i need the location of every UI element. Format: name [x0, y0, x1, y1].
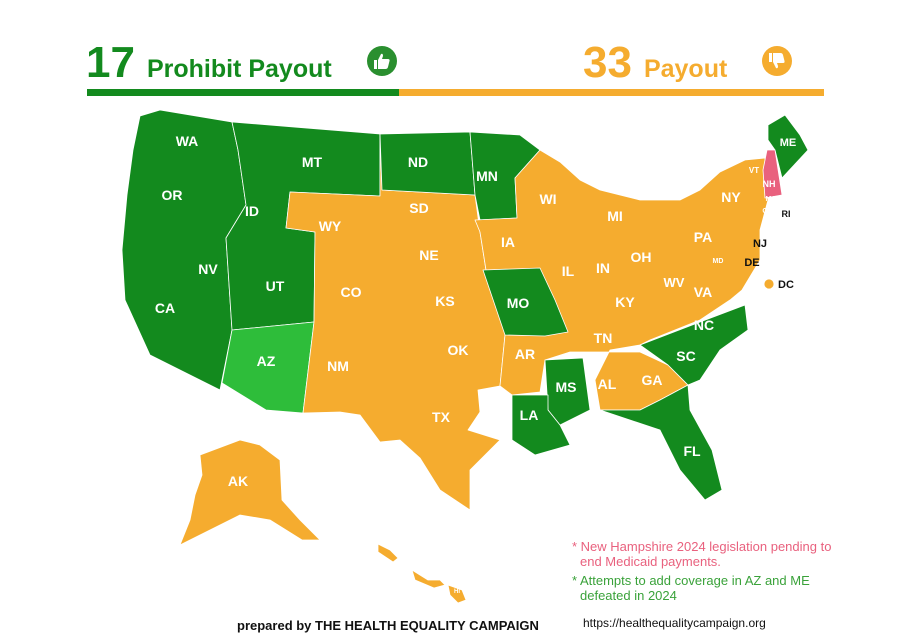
thumbs-up-icon — [367, 46, 397, 76]
state-label-vt: VT — [749, 166, 759, 175]
state-shape-east — [474, 149, 769, 411]
state-label-oh: OH — [631, 249, 652, 265]
state-label-mt: MT — [302, 154, 323, 170]
prepared-by: prepared by THE HEALTH EQUALITY CAMPAIGN — [237, 618, 539, 633]
state-label-mo: MO — [507, 295, 530, 311]
state-label-il: IL — [562, 263, 575, 279]
state-label-ia: IA — [501, 234, 515, 250]
prohibit-label: Prohibit Payout — [146, 55, 332, 83]
state-shape-plains — [285, 133, 511, 511]
state-label-wa: WA — [176, 133, 199, 149]
note-nh-line2: end Medicaid payments. — [580, 554, 721, 569]
state-label-ky: KY — [615, 294, 635, 310]
state-label-me: ME — [780, 137, 797, 149]
state-label-la: LA — [520, 407, 539, 423]
state-shape-az — [221, 321, 315, 414]
state-label-co: CO — [341, 284, 362, 300]
state-label-tn: TN — [594, 330, 613, 346]
state-label-ny: NY — [721, 189, 741, 205]
note-az-me: * Attempts to add coverage in AZ and ME … — [572, 573, 892, 603]
state-label-nh: NH — [763, 179, 776, 189]
state-label-va: VA — [694, 284, 712, 300]
note-az-line1: * Attempts to add coverage in AZ and ME — [572, 573, 810, 588]
payout-count: 33 — [583, 38, 632, 87]
state-label-tx: TX — [432, 409, 451, 425]
state-label-nv: NV — [198, 261, 218, 277]
state-label-sc: SC — [676, 348, 695, 364]
prohibit-bar — [87, 89, 399, 96]
prohibit-count: 17 — [86, 38, 135, 87]
payout-bar — [399, 89, 824, 96]
state-shape-ak — [179, 439, 321, 546]
state-label-pa: PA — [694, 229, 712, 245]
state-label-sd: SD — [409, 200, 428, 216]
payout-label: Payout — [643, 55, 728, 83]
note-nh-line1: * New Hampshire 2024 legislation pending… — [572, 539, 832, 554]
state-label-ak: AK — [228, 473, 248, 489]
state-label-de: DE — [744, 257, 759, 269]
state-label-id: ID — [245, 203, 259, 219]
state-shape-la — [511, 394, 571, 456]
state-label-fl: FL — [683, 443, 701, 459]
state-shape-fl — [599, 384, 723, 501]
state-label-wv: WV — [664, 275, 685, 290]
state-label-hi: HI — [454, 589, 460, 595]
state-label-ca: CA — [155, 300, 175, 316]
payout-header: 33 Payout — [583, 38, 727, 88]
state-label-ar: AR — [515, 346, 535, 362]
state-label-or: OR — [162, 187, 183, 203]
state-label-ut: UT — [266, 278, 285, 294]
state-label-al: AL — [598, 376, 617, 392]
state-label-ne: NE — [419, 247, 438, 263]
state-label-az: AZ — [257, 353, 276, 369]
state-shape-me — [767, 114, 809, 179]
state-label-mi: MI — [607, 208, 623, 224]
state-label-nc: NC — [694, 317, 714, 333]
state-label-ms: MS — [556, 379, 577, 395]
state-label-ok: OK — [448, 342, 469, 358]
state-shape-nh — [762, 149, 783, 199]
state-label-mn: MN — [476, 168, 498, 184]
state-label-ga: GA — [642, 372, 663, 388]
state-shape-hi — [377, 543, 467, 604]
note-az-line2: defeated in 2024 — [580, 588, 677, 603]
state-label-nj: NJ — [753, 238, 767, 250]
state-label-ma: MA — [766, 196, 777, 203]
prohibit-header: 17 Prohibit Payout — [86, 38, 332, 88]
state-label-ri: RI — [782, 209, 791, 219]
state-label-md: MD — [713, 258, 724, 265]
website-link[interactable]: https://healthequalitycampaign.org — [583, 616, 766, 630]
state-shape-nc-sc — [639, 304, 749, 386]
state-label-wy: WY — [319, 218, 342, 234]
state-label-wi: WI — [539, 191, 556, 207]
state-shape-mo — [482, 267, 569, 337]
state-label-nm: NM — [327, 358, 349, 374]
thumbs-down-icon — [762, 46, 792, 76]
state-label-nd: ND — [408, 154, 428, 170]
dc-marker — [763, 278, 775, 290]
state-label-dc: DC — [778, 279, 794, 291]
state-label-ks: KS — [435, 293, 454, 309]
note-new-hampshire: * New Hampshire 2024 legislation pending… — [572, 539, 892, 569]
state-label-in: IN — [596, 260, 610, 276]
state-label-ct: CT — [762, 208, 772, 215]
